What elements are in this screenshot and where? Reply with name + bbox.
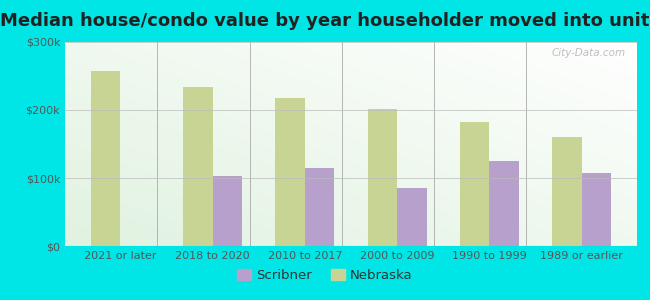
Bar — [213, 176, 242, 246]
Text: Median house/condo value by year householder moved into unit: Median house/condo value by year househo… — [0, 12, 650, 30]
Bar — [368, 109, 397, 246]
Bar — [91, 71, 120, 246]
Bar — [582, 173, 611, 246]
Text: City-Data.com: City-Data.com — [551, 48, 625, 58]
Legend: Scribner, Nebraska: Scribner, Nebraska — [232, 264, 418, 287]
Bar — [276, 98, 305, 246]
Bar — [397, 188, 426, 246]
Bar — [183, 87, 213, 246]
Bar — [552, 137, 582, 246]
Bar — [489, 161, 519, 246]
Bar — [460, 122, 489, 246]
Bar — [305, 168, 334, 246]
